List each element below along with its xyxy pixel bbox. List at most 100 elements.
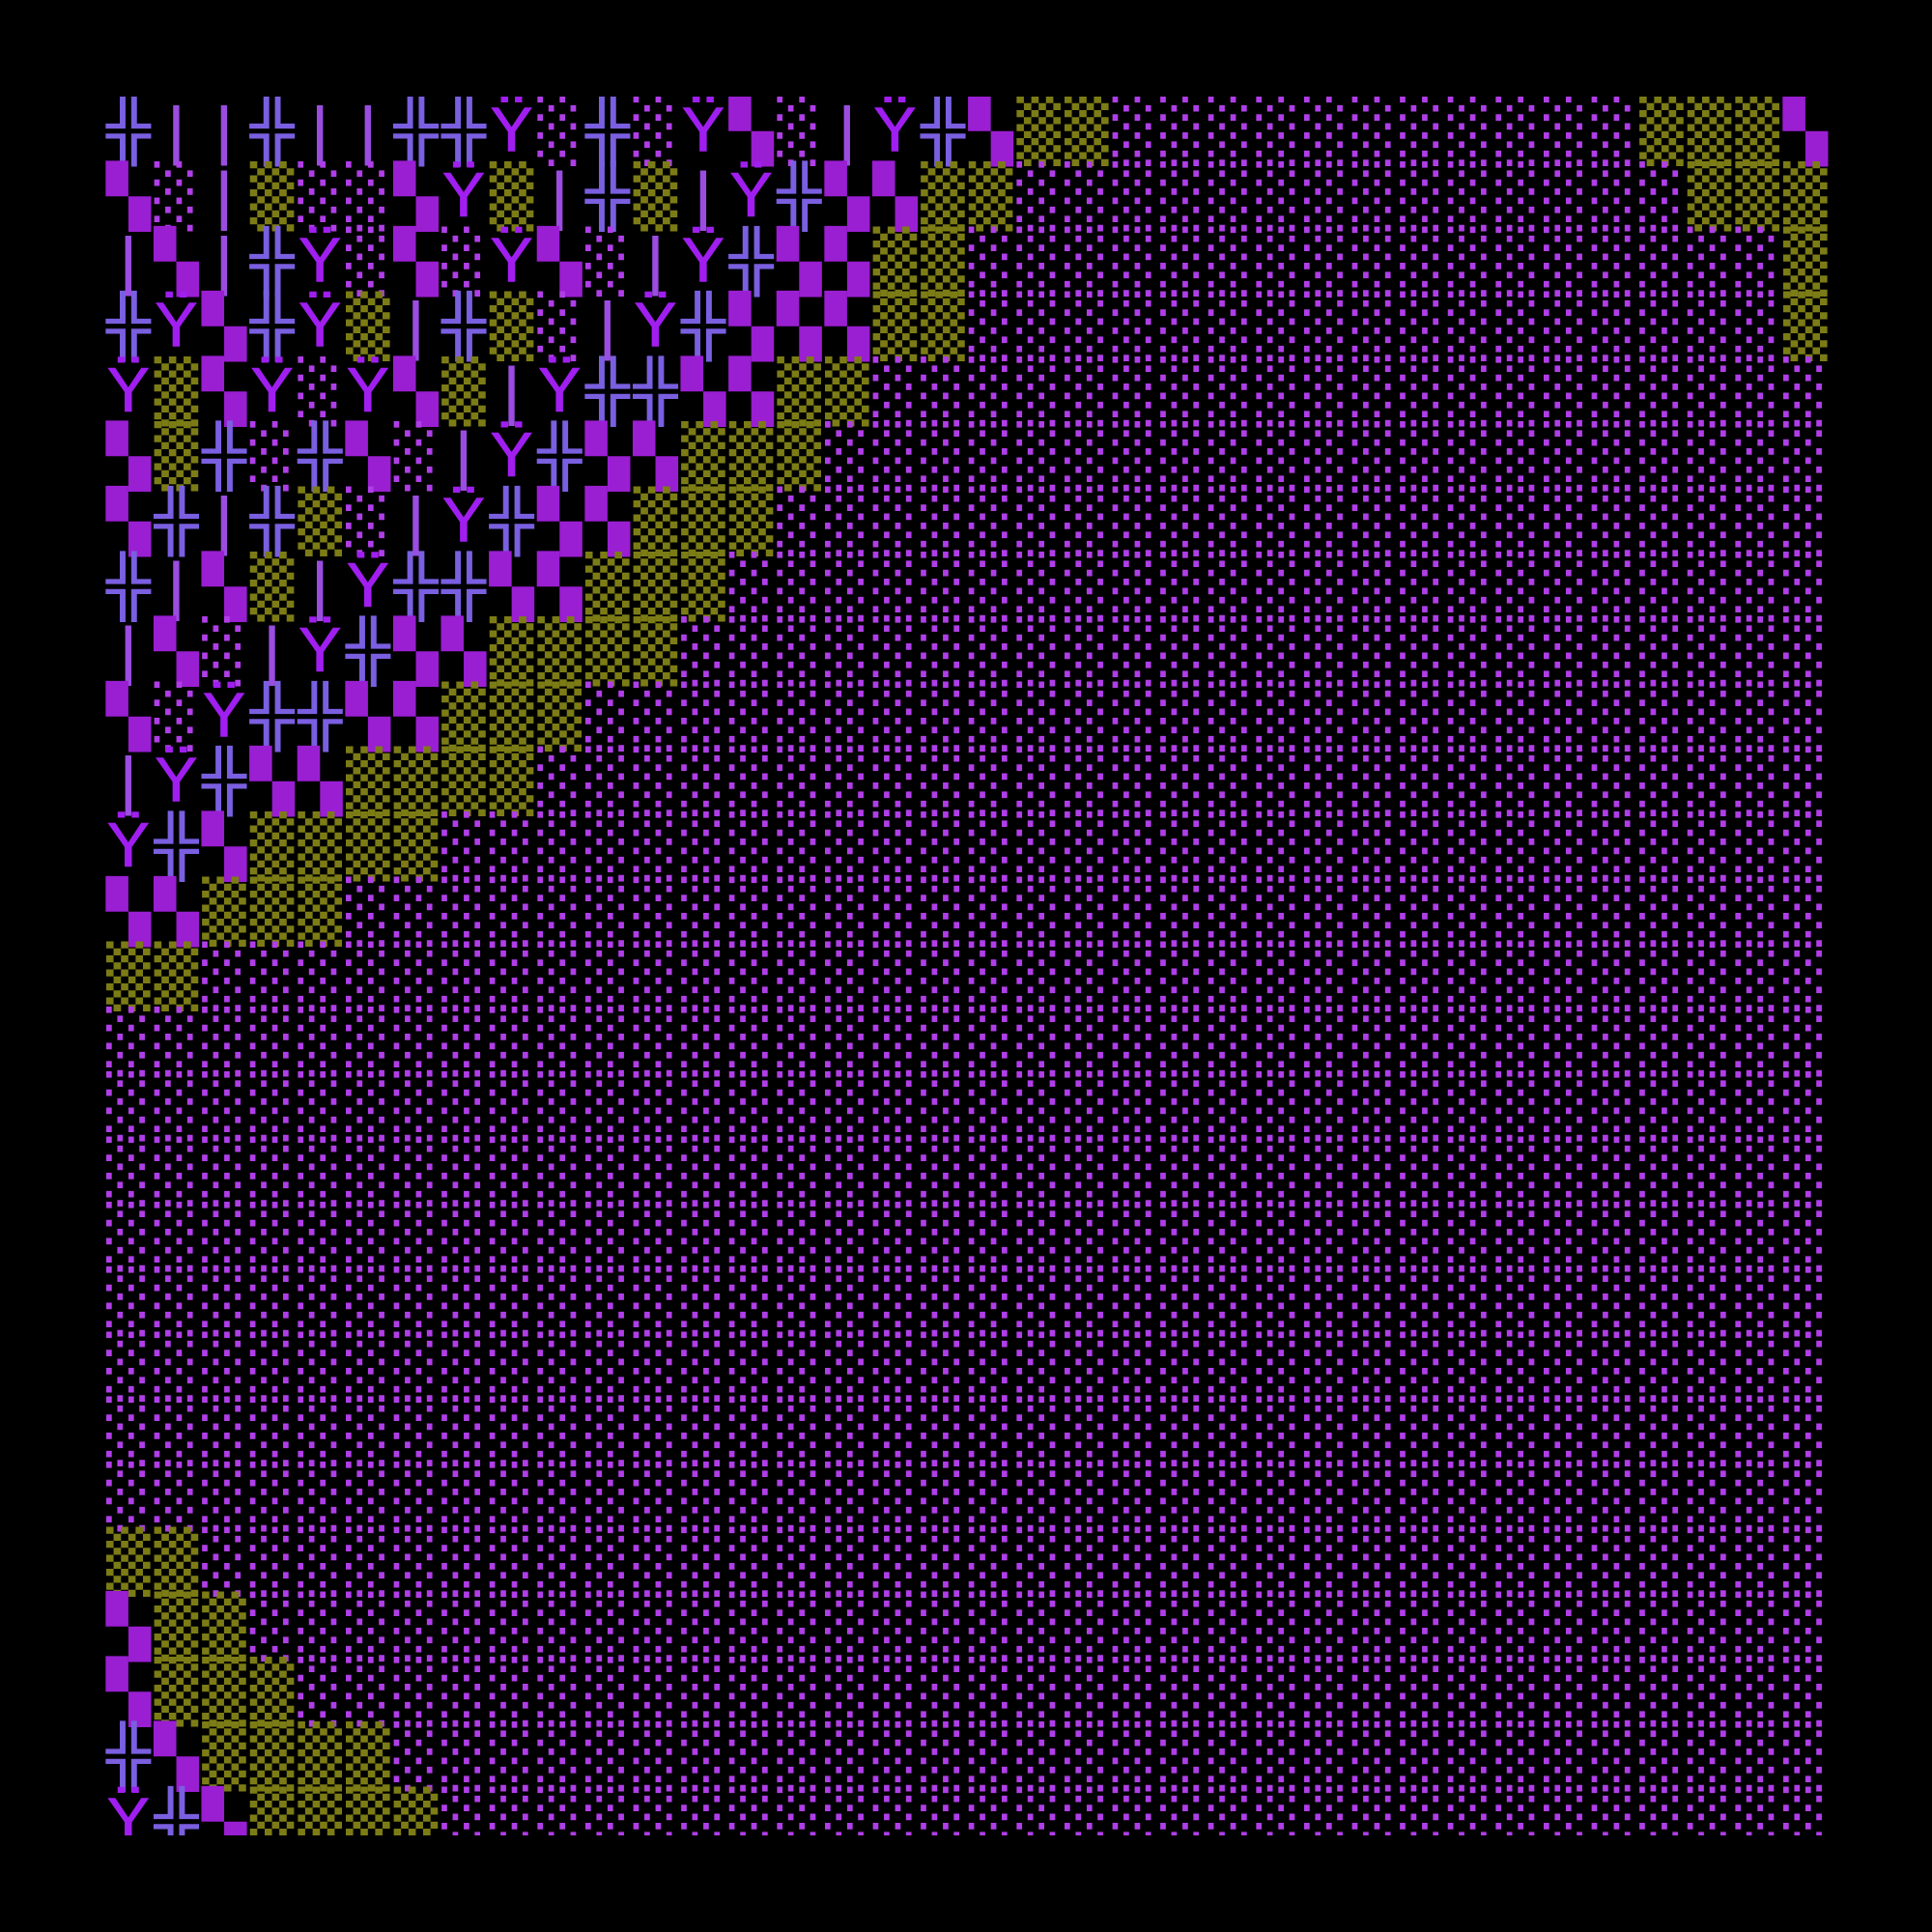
glyph: ░	[490, 876, 534, 947]
glyph: ░	[537, 96, 582, 166]
glyph: ░	[1016, 1461, 1061, 1531]
glyph: ╬	[440, 550, 487, 622]
glyph: ░	[155, 1331, 199, 1402]
glyph: ░	[1400, 96, 1444, 166]
glyph: ░	[1160, 1461, 1205, 1531]
glyph: ░	[1065, 1461, 1109, 1531]
glyph: ╬	[536, 420, 582, 493]
glyph: Ÿ	[490, 226, 534, 297]
glyph: ░	[1448, 1591, 1492, 1662]
glyph: ░	[1544, 876, 1588, 947]
glyph: ░	[1016, 355, 1061, 426]
glyph: ▒	[873, 226, 918, 297]
glyph: ╬	[345, 615, 391, 688]
glyph: ░	[777, 1396, 821, 1466]
glyph: ░	[1352, 941, 1397, 1011]
glyph: ░	[155, 1201, 199, 1271]
glyph: ░	[1016, 421, 1061, 492]
glyph: ░	[585, 810, 630, 881]
glyph: ░	[202, 1461, 246, 1531]
glyph: ░	[1256, 1656, 1300, 1726]
glyph: ░	[825, 681, 869, 752]
glyph: ░	[1113, 1331, 1157, 1402]
glyph: ░	[1256, 1396, 1300, 1466]
glyph: ░	[1352, 810, 1397, 881]
glyph: ▒	[729, 486, 774, 556]
glyph: ░	[1495, 1136, 1540, 1207]
glyph: ░	[825, 876, 869, 947]
glyph: ░	[1160, 421, 1205, 492]
glyph: Ÿ	[441, 160, 486, 231]
glyph: ░	[394, 1266, 439, 1337]
glyph: ▚	[536, 486, 583, 557]
glyph: ░	[777, 1201, 821, 1271]
glyph: ░	[1592, 1396, 1636, 1466]
glyph: ░	[1256, 616, 1300, 687]
glyph: ░	[441, 941, 486, 1011]
glyph: ░	[1448, 941, 1492, 1011]
glyph: ▒	[298, 1786, 342, 1857]
glyph: ░	[1735, 421, 1779, 492]
glyph: ▒	[298, 486, 342, 556]
glyph: ░	[1113, 810, 1157, 881]
glyph: ▒	[202, 876, 246, 947]
glyph: ▒	[346, 1721, 390, 1792]
glyph: ░	[1639, 1071, 1684, 1142]
glyph: ░	[490, 1006, 534, 1076]
glyph: ░	[1016, 1656, 1061, 1726]
glyph: ░	[298, 1331, 342, 1402]
glyph: ░	[1783, 551, 1828, 621]
glyph: ░	[394, 1136, 439, 1207]
glyph: ░	[634, 941, 678, 1011]
glyph: ░	[1113, 1006, 1157, 1076]
glyph: ░	[1639, 226, 1684, 297]
glyph: ░	[1544, 1656, 1588, 1726]
glyph: ░	[537, 1721, 582, 1792]
glyph: ░	[1495, 96, 1540, 166]
glyph: ░	[490, 1461, 534, 1531]
glyph: ░	[1016, 1006, 1061, 1076]
glyph: ░	[1160, 941, 1205, 1011]
glyph: ░	[969, 1591, 1013, 1662]
glyph: ░	[1065, 810, 1109, 881]
glyph: ░	[729, 1266, 774, 1337]
glyph: ▒	[298, 810, 342, 881]
glyph: ░	[537, 1136, 582, 1207]
glyph: ░	[921, 681, 965, 752]
glyph: ░	[1352, 421, 1397, 492]
glyph: ░	[1448, 291, 1492, 361]
glyph: ░	[1160, 1006, 1205, 1076]
glyph: ░	[585, 941, 630, 1011]
glyph: ▒	[250, 1721, 295, 1792]
glyph: ░	[1448, 1656, 1492, 1726]
glyph: ░	[1160, 1656, 1205, 1726]
glyph: ░	[1352, 486, 1397, 556]
glyph: ░	[1160, 226, 1205, 297]
glyph: ░	[1544, 486, 1588, 556]
glyph: ░	[1495, 551, 1540, 621]
glyph: ░	[921, 421, 965, 492]
glyph: ░	[681, 681, 725, 752]
glyph: ░	[1113, 486, 1157, 556]
glyph: ╬	[153, 1785, 199, 1858]
glyph: ▚	[1782, 96, 1830, 167]
glyph: ▒	[106, 1526, 151, 1597]
glyph: ▒	[394, 810, 439, 881]
glyph: ░	[1639, 681, 1684, 752]
glyph: ░	[873, 1396, 918, 1466]
glyph: ░	[969, 1201, 1013, 1271]
glyph: ░	[1352, 96, 1397, 166]
glyph: ░	[777, 876, 821, 947]
glyph: ░	[1304, 876, 1349, 947]
glyph: Ÿ	[298, 291, 342, 361]
glyph: ░	[1448, 421, 1492, 492]
glyph: ░	[921, 941, 965, 1011]
glyph: ░	[1735, 1461, 1779, 1531]
glyph: ░	[1448, 96, 1492, 166]
glyph: ░	[1592, 1656, 1636, 1726]
glyph: ▒	[1783, 291, 1828, 361]
glyph: ░	[1113, 160, 1157, 231]
glyph: ░	[537, 1396, 582, 1466]
glyph: ░	[681, 1591, 725, 1662]
